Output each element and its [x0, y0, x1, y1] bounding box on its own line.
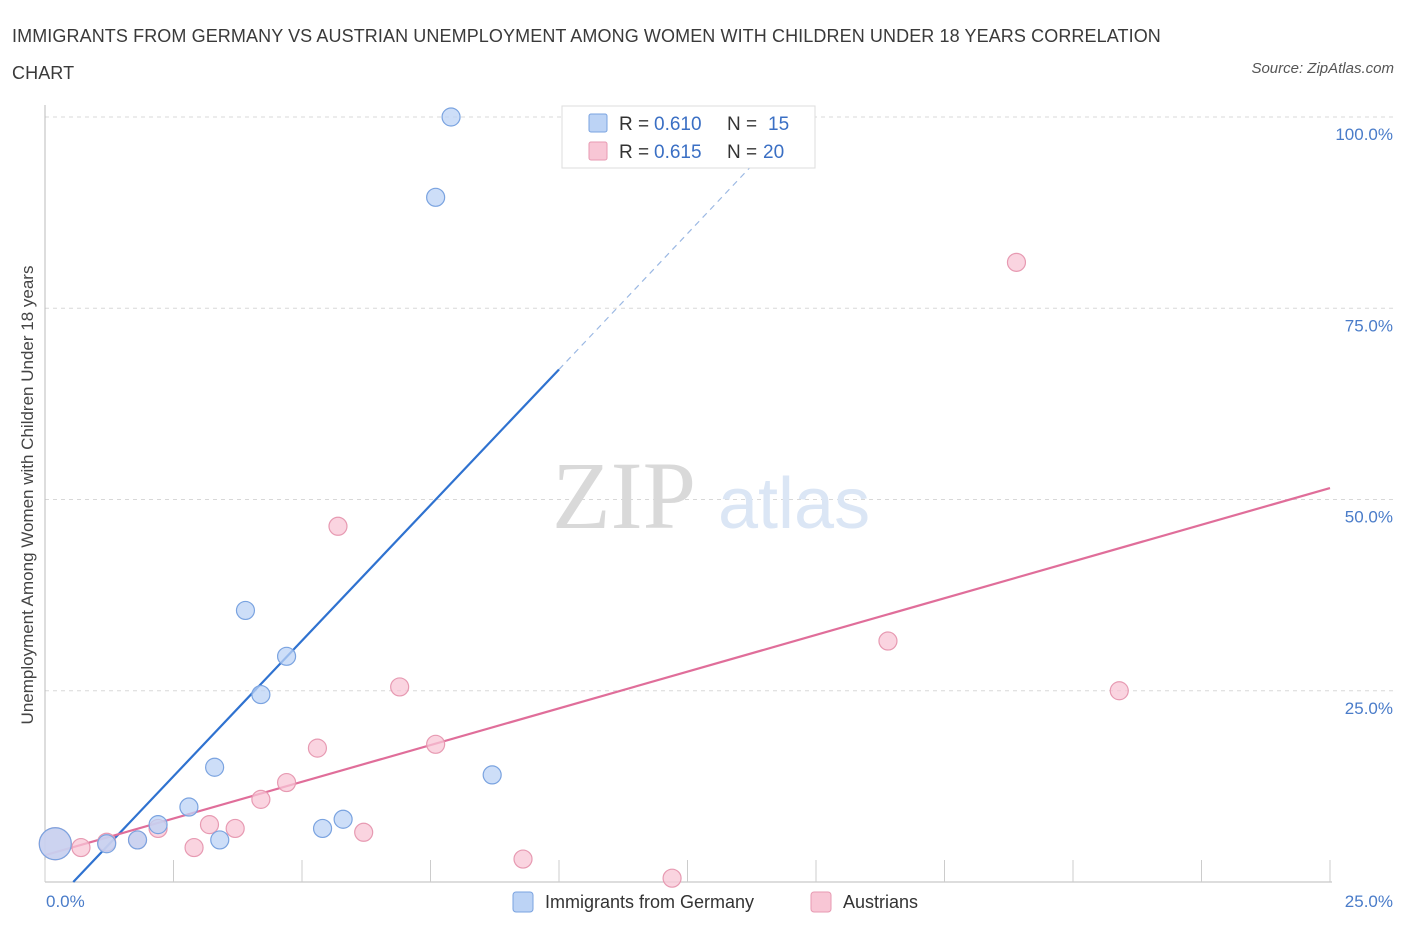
point-germany: [312, 818, 333, 839]
point-germany: [179, 797, 199, 817]
x-tick-labels: 0.0% 25.0%: [46, 892, 1393, 911]
source-label: Source: ZipAtlas.com: [1251, 60, 1394, 77]
point-austrians: [71, 837, 91, 858]
watermark-atlas: atlas: [718, 464, 870, 544]
series-swatch-germany: [512, 891, 534, 913]
y-tick-label: 100.0%: [1335, 125, 1393, 144]
legend-r-label: R =: [619, 142, 649, 163]
point-germany: [482, 765, 502, 785]
point-austrians: [225, 818, 245, 839]
axes: [44, 105, 1332, 883]
point-austrians: [184, 837, 204, 858]
point-germany: [38, 827, 72, 861]
watermark-zip: ZIP: [552, 442, 696, 549]
point-germany: [441, 107, 461, 127]
legend-swatch-pink: [588, 141, 608, 161]
legend-n-label: N =: [727, 142, 757, 163]
legend-r-value-pink: 0.615: [654, 142, 702, 163]
legend-r-label: R =: [619, 114, 649, 135]
series-label-germany: Immigrants from Germany: [545, 892, 754, 912]
legend-r-value-blue: 0.610: [654, 114, 702, 135]
point-austrians: [878, 631, 898, 651]
point-austrians: [307, 738, 328, 758]
point-germany: [276, 646, 297, 666]
y-tick-label: 25.0%: [1345, 699, 1393, 718]
y-tick-label: 50.0%: [1345, 508, 1393, 527]
y-tick-labels: 100.0% 75.0% 50.0% 25.0%: [1335, 125, 1393, 718]
legend: R = 0.610 N = 15 R = 0.615 N = 20: [561, 105, 816, 169]
point-austrians: [1109, 681, 1129, 701]
legend-swatch-blue: [588, 113, 608, 133]
point-austrians: [390, 677, 410, 697]
point-austrians: [276, 772, 297, 793]
point-germany: [97, 834, 117, 854]
series-label-austrians: Austrians: [843, 892, 918, 912]
point-austrians: [251, 789, 271, 809]
point-austrians: [354, 822, 374, 842]
y-tick-label: 75.0%: [1345, 316, 1393, 335]
x-tick-label-min: 0.0%: [46, 892, 85, 911]
point-germany: [251, 684, 271, 705]
point-austrians: [1006, 252, 1027, 272]
watermark: ZIP atlas: [552, 442, 870, 549]
y-axis-label: Unemployment Among Women with Children U…: [18, 266, 37, 725]
point-austrians: [199, 815, 220, 835]
x-tick-label-max: 25.0%: [1345, 892, 1393, 911]
point-austrians: [662, 868, 682, 888]
legend-n-value-pink: 20: [763, 142, 784, 163]
point-germany: [205, 757, 225, 777]
chart-title: IMMIGRANTS FROM GERMANY VS AUSTRIAN UNEM…: [12, 26, 1161, 83]
series-swatch-austrians: [810, 891, 832, 913]
point-austrians: [513, 849, 533, 869]
point-germany: [333, 809, 353, 829]
point-austrians: [328, 516, 348, 536]
legend-n-value-blue: 15: [768, 114, 789, 135]
series-legend: Immigrants from Germany Austrians: [512, 891, 918, 913]
point-germany: [148, 815, 168, 835]
point-germany: [235, 600, 256, 621]
point-austrians: [426, 734, 446, 754]
point-germany: [426, 187, 446, 207]
point-germany: [210, 830, 230, 850]
trend-line-germany: [72, 368, 560, 883]
legend-n-label: N =: [727, 114, 757, 135]
trend-line-germany-extension: [558, 162, 755, 370]
point-germany: [127, 830, 148, 850]
data-points: [38, 107, 1129, 888]
